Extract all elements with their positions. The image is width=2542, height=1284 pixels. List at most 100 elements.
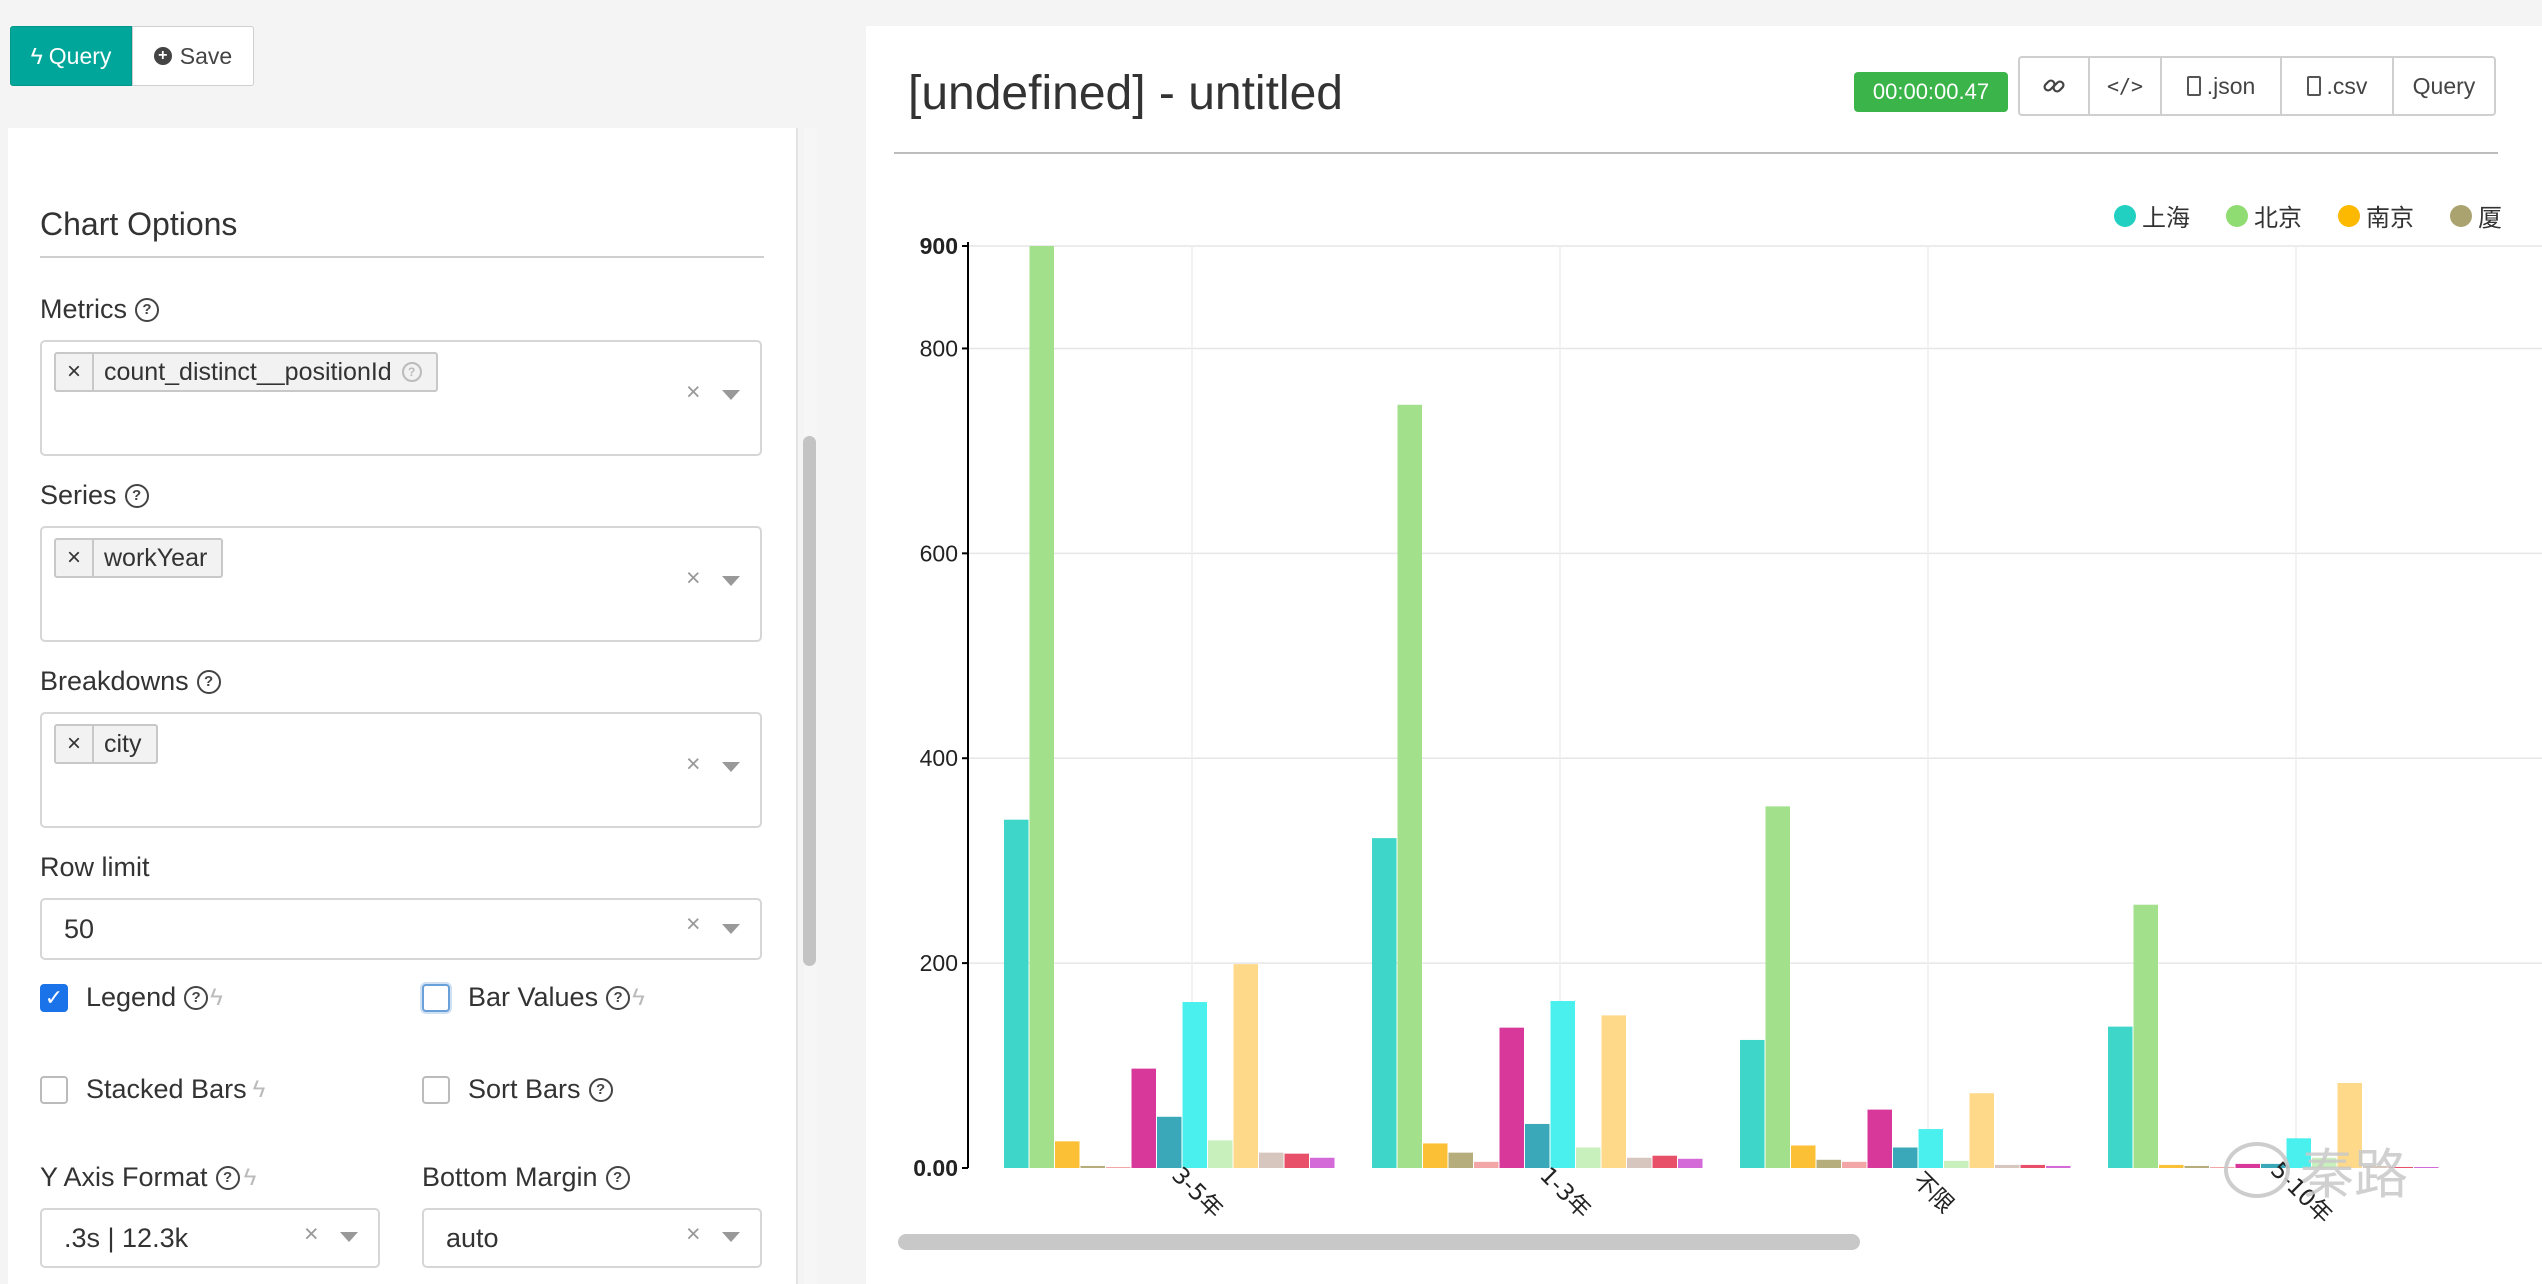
bar [1474,1161,1499,1168]
y-tick-label: 200 [920,950,958,976]
chevron-down-icon[interactable] [722,576,740,586]
breakdowns-select[interactable]: × city × [40,712,762,828]
title-divider [894,152,2498,154]
legend-item[interactable]: 厦 [2450,198,2502,233]
legend-dot [2226,204,2248,227]
help-icon[interactable]: ? [605,1165,630,1190]
help-icon[interactable]: ? [124,483,149,508]
bar [1765,806,1790,1168]
y-tick-label: 600 [920,540,958,566]
legend-option: ✓ Legend ? ϟ [40,982,223,1013]
export-json-button[interactable]: .json [2160,56,2282,116]
help-icon[interactable]: ? [606,985,631,1010]
help-icon[interactable]: ? [588,1077,613,1102]
chevron-down-icon[interactable] [722,924,740,934]
bar [1004,819,1029,1168]
bar [1678,1158,1703,1168]
series-select[interactable]: × workYear × [40,526,762,642]
export-csv-label: .csv [2326,72,2368,99]
bar [2046,1165,2071,1168]
bottom-margin-label: Bottom Margin ? [422,1162,630,1193]
bar [2133,904,2158,1168]
legend-item[interactable]: 南京 [2338,198,2414,233]
sort-bars-label: Sort Bars [468,1074,581,1104]
bar [1029,246,1054,1168]
metrics-select[interactable]: × count_distinct__positionId? × [40,340,762,456]
view-query-button[interactable]: Query [2392,56,2496,116]
chevron-down-icon[interactable] [722,1232,740,1242]
remove-chip-icon[interactable]: × [56,726,94,762]
bar [1867,1109,1892,1168]
series-label-text: Series [40,480,117,510]
chevron-down-icon[interactable] [722,762,740,772]
row-limit-select[interactable]: 50 × [40,898,762,960]
bar-values-label: Bar Values [468,982,599,1012]
save-button[interactable]: + Save [132,26,254,86]
clear-icon[interactable]: × [304,1220,319,1248]
legend-dot [2338,204,2360,227]
bar [2414,1166,2439,1168]
chevron-down-icon[interactable] [722,390,740,400]
y-axis-format-select[interactable]: .3s | 12.3k × [40,1208,380,1268]
x-tick-label: 3-5年 [1166,1162,1227,1223]
legend-item[interactable]: 北京 [2226,198,2302,233]
chart-horizontal-scrollbar[interactable] [898,1234,1860,1250]
link-button[interactable] [2018,56,2090,116]
bar [2210,1166,2235,1168]
clear-icon[interactable]: × [686,750,701,778]
bar [1842,1161,1867,1168]
save-button-label: Save [179,42,233,69]
series-label: Series ? [40,480,149,511]
stacked-bars-checkbox[interactable] [40,1075,68,1104]
row-limit-label-text: Row limit [40,852,150,882]
help-icon[interactable]: ? [196,669,221,694]
bar [2286,1138,2311,1168]
series-chip: × workYear [54,538,224,578]
clear-icon[interactable]: × [686,910,701,938]
stacked-bars-label: Stacked Bars [86,1074,247,1104]
chart-toolbar: </> .json .csv Query [2018,56,2496,116]
chevron-down-icon[interactable] [340,1232,358,1242]
legend-item-label: 上海 [2142,205,2190,232]
bar [2108,1026,2133,1168]
help-icon[interactable]: ? [401,362,422,382]
help-icon[interactable]: ? [215,1165,240,1190]
chart-legend: 上海 北京 南京 厦 [2114,198,2502,233]
panel-scrollbar-thumb[interactable] [803,436,816,966]
legend-item[interactable]: 上海 [2114,198,2190,233]
export-csv-button[interactable]: .csv [2280,56,2394,116]
legend-item-label: 北京 [2254,205,2302,232]
bar [2184,1165,2209,1168]
clear-icon[interactable]: × [686,1220,701,1248]
clear-icon[interactable]: × [686,564,701,592]
help-icon[interactable]: ? [135,297,159,322]
remove-chip-icon[interactable]: × [56,354,94,390]
file-icon [2186,76,2201,96]
legend-dot [2114,204,2136,227]
sort-bars-option: Sort Bars ? [422,1074,613,1105]
bar [1652,1155,1677,1168]
bar [1259,1152,1284,1168]
bar [2337,1082,2362,1168]
series-chip-label: workYear [104,543,208,572]
query-button[interactable]: ϟ Query [10,26,132,86]
watermark: 秦路 [2224,1130,2408,1209]
metric-chip-label: count_distinct__positionId [104,357,392,386]
bar [1893,1147,1918,1168]
chart-title: [undefined] - untitled [908,67,1343,120]
remove-chip-icon[interactable]: × [56,540,94,576]
sort-bars-checkbox[interactable] [422,1075,450,1104]
legend-checkbox[interactable]: ✓ [40,983,68,1012]
bar [1284,1153,1309,1168]
breakdowns-label-text: Breakdowns [40,666,189,696]
bottom-margin-select[interactable]: auto × [422,1208,762,1268]
clear-icon[interactable]: × [686,378,701,406]
help-icon[interactable]: ? [184,985,209,1010]
y-axis-format-value: .3s | 12.3k [64,1223,189,1253]
bar [1944,1160,1969,1168]
bar [1372,838,1397,1168]
bar [2312,1157,2337,1168]
bar-values-checkbox[interactable] [422,983,450,1012]
embed-button[interactable]: </> [2088,56,2162,116]
